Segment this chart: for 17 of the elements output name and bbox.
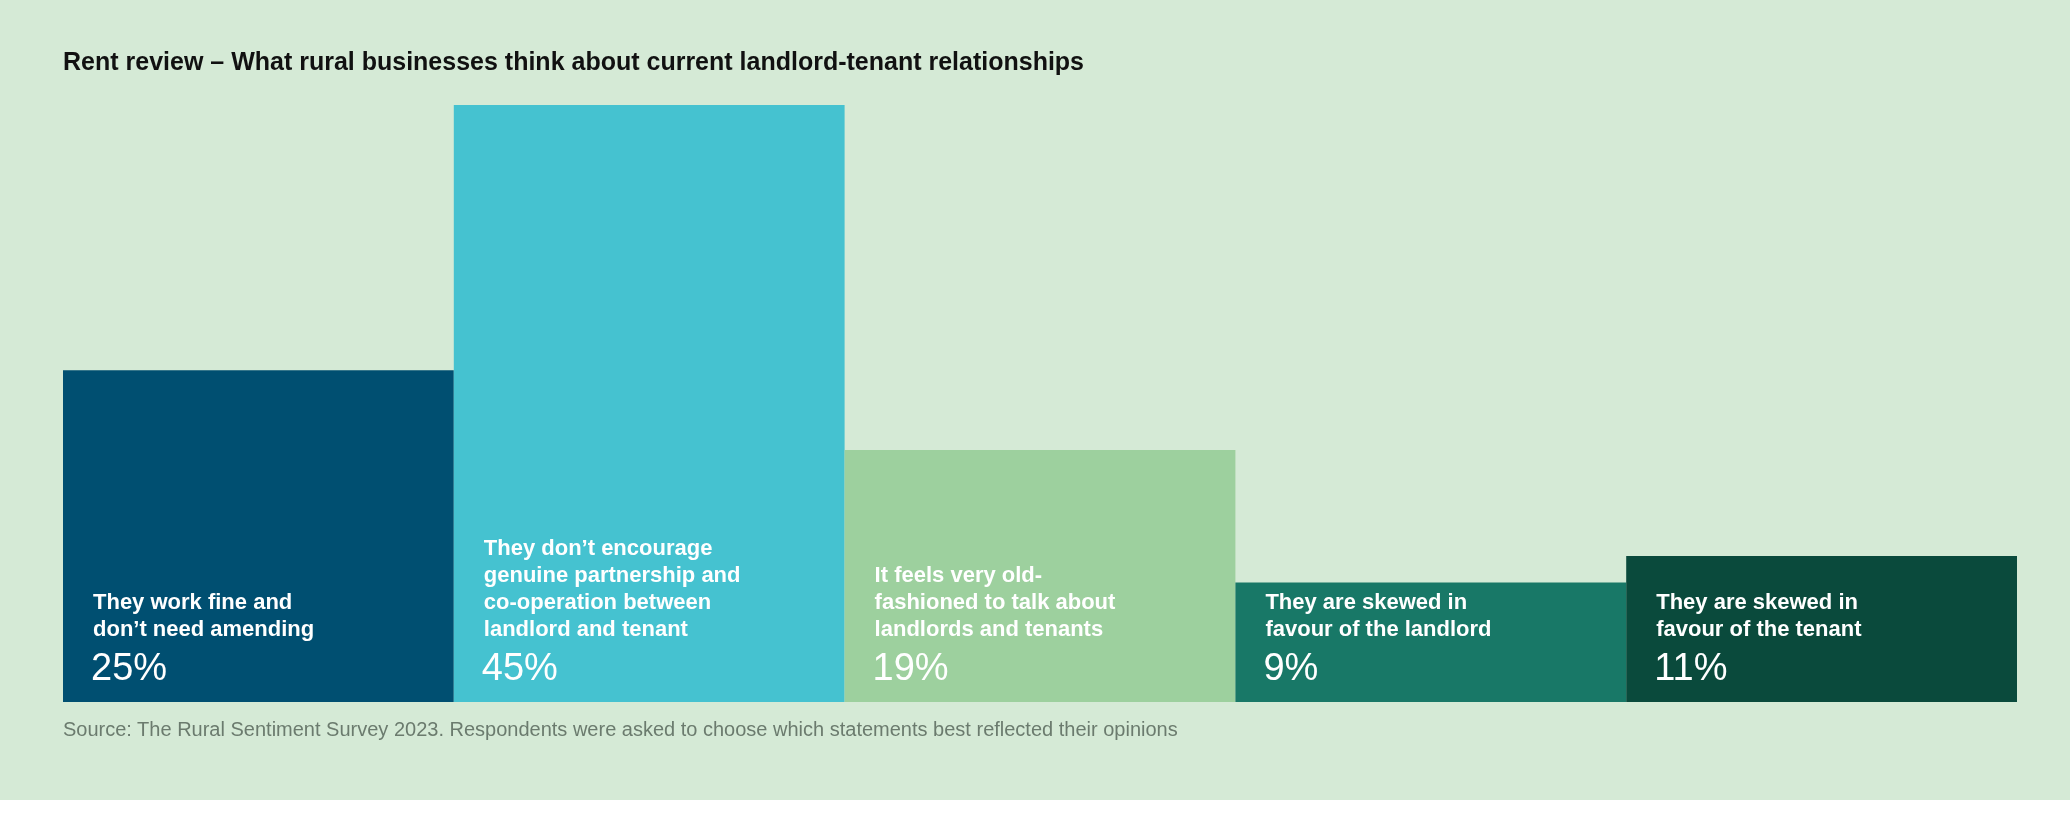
data-label: 11% — [1654, 646, 1728, 688]
x-tick-label: They are skewed in favour of the tenant — [1656, 589, 1863, 641]
data-label: 25% — [91, 646, 168, 688]
bar — [844, 449, 1236, 702]
data-label: 19% — [872, 646, 949, 688]
chart-title: Rent review – What rural businesses think about current landlord-tenant relationships — [63, 47, 1085, 75]
bar — [453, 105, 845, 702]
x-tick-label: They work fine and don’t need amending — [93, 589, 315, 641]
x-tick-label: They don’t encourage genuine partnership and co-operation between landlord and tenant — [483, 535, 741, 641]
x-tick-label: It feels very old-fashioned to talk about landlords and tenants — [874, 562, 1117, 641]
bar — [1626, 556, 2017, 702]
bar — [1235, 582, 1627, 702]
data-label: 45% — [481, 646, 558, 688]
data-label: 9% — [1263, 646, 1319, 688]
bar — [63, 370, 454, 702]
x-tick-label: They are skewed in favour of the landlord — [1265, 589, 1492, 641]
source-note: Source: The Rural Sentiment Survey 2023. Respondents were asked to choose which statements best reflected their opinions — [63, 718, 1178, 740]
